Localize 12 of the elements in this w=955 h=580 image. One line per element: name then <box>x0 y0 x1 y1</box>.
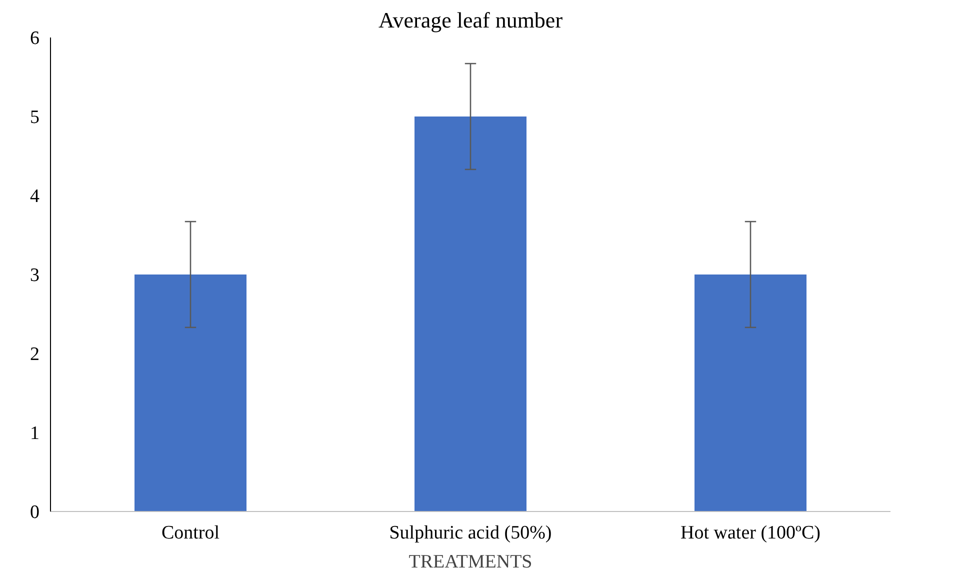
x-axis-title: TREATMENTS <box>408 552 532 572</box>
x-tick-label: Hot water (100ºC) <box>680 522 820 544</box>
x-tick-label: Sulphuric acid (50%) <box>389 522 552 544</box>
y-tick-label: 3 <box>30 265 40 286</box>
y-tick-label: 1 <box>30 423 40 444</box>
y-tick-label: 0 <box>30 502 40 523</box>
chart-title: Average leaf number <box>378 8 564 32</box>
y-tick-label: 2 <box>30 344 40 365</box>
x-tick-label: Control <box>161 522 220 544</box>
y-tick-label: 5 <box>30 107 40 128</box>
y-tick-label: 4 <box>30 186 40 207</box>
y-tick-label: 6 <box>30 28 40 49</box>
